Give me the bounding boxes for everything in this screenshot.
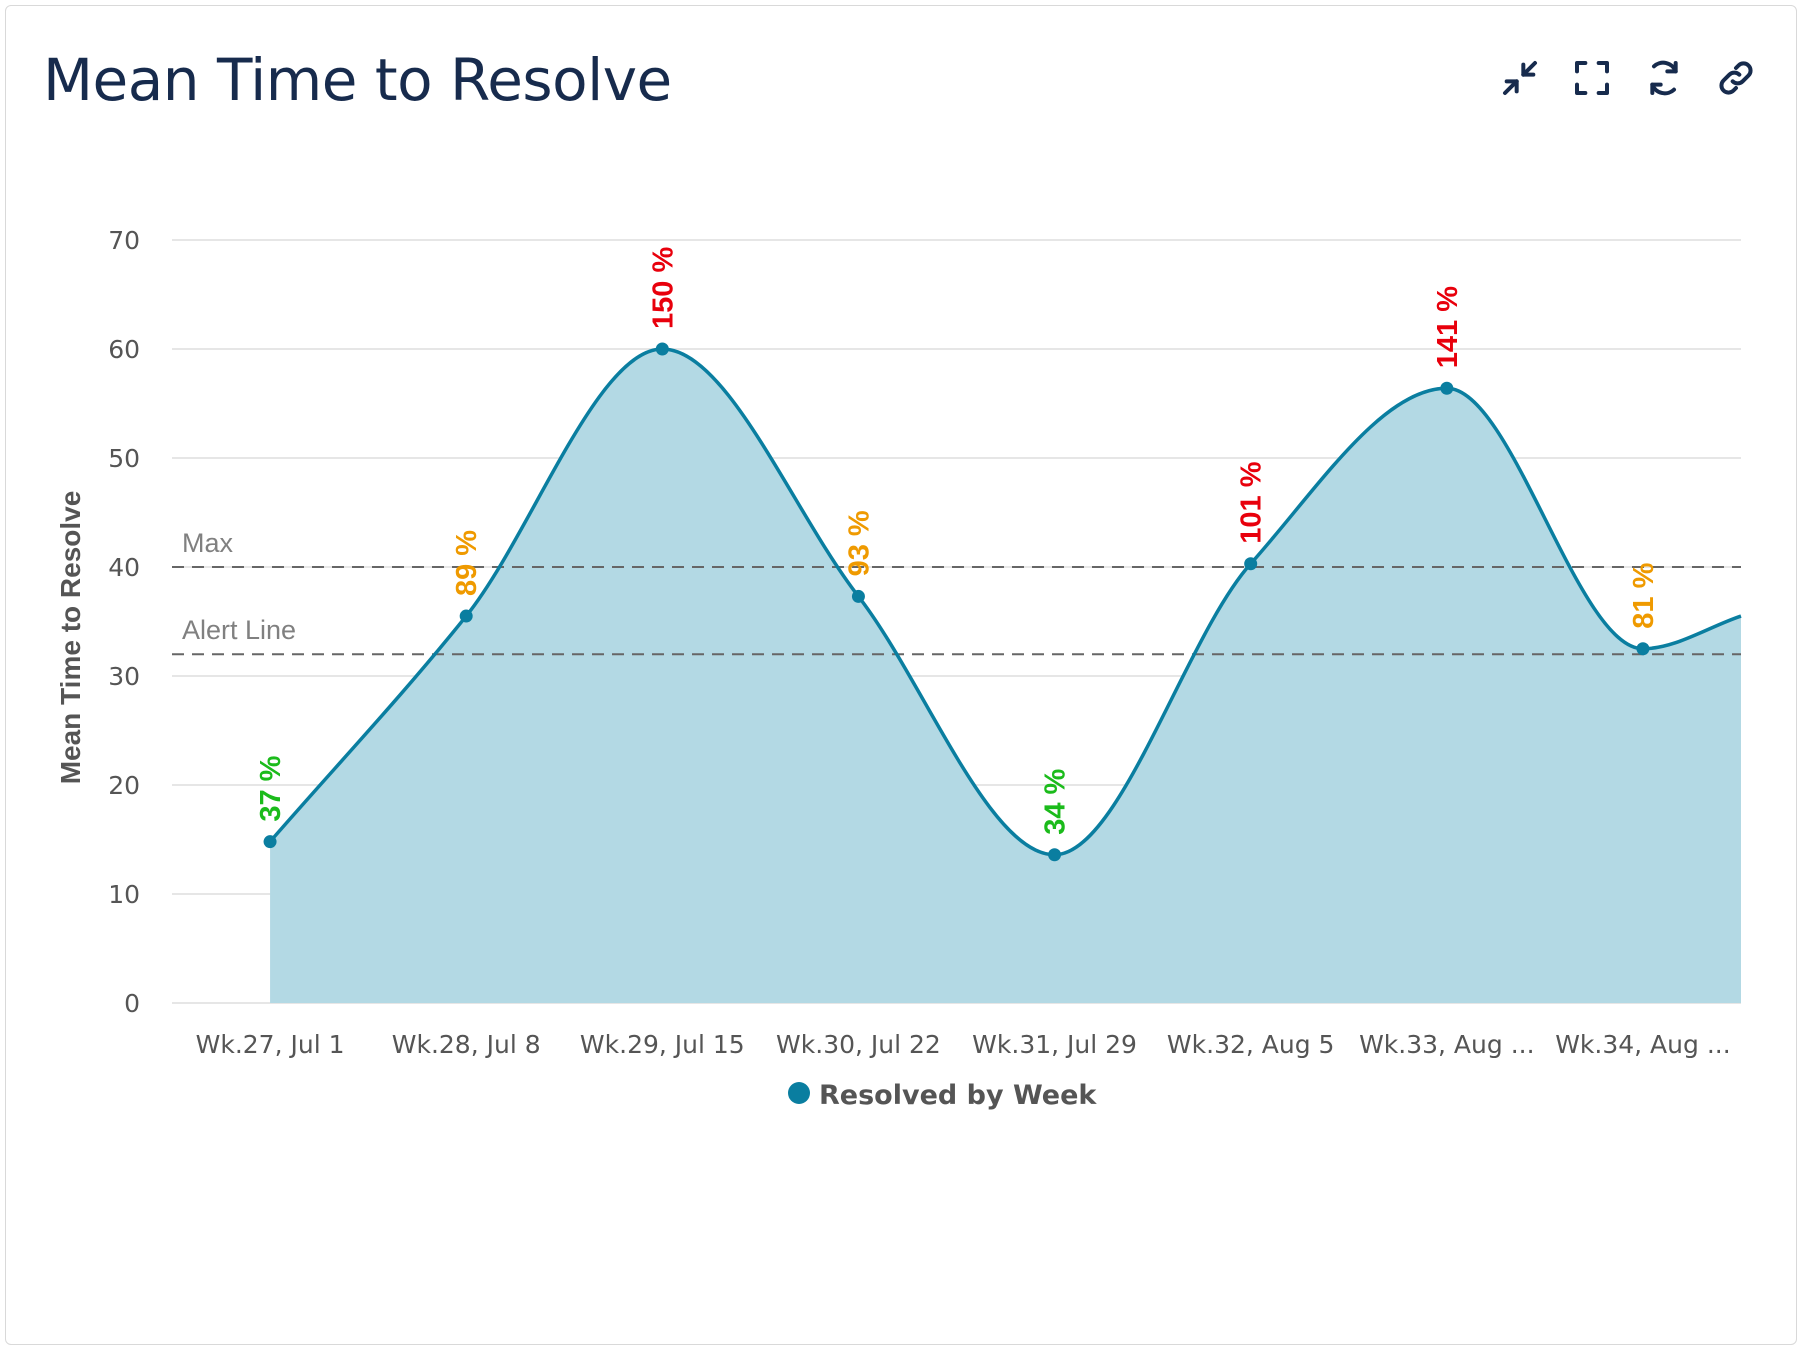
y-axis-title: Mean Time to Resolve: [55, 491, 86, 785]
reference-line-label: Max: [182, 528, 234, 558]
legend-label: Resolved by Week: [819, 1080, 1097, 1111]
data-point: [263, 835, 277, 849]
collapse-icon: [1503, 61, 1537, 95]
series-area: [270, 349, 1741, 1003]
y-tick-label: 10: [108, 880, 140, 909]
link-button[interactable]: [1714, 56, 1758, 100]
x-tick-label: Wk.29, Jul 15: [580, 1030, 745, 1059]
y-tick-label: 50: [108, 444, 140, 473]
data-label: 81 %: [1628, 562, 1660, 628]
data-point: [1636, 642, 1650, 656]
data-point: [1440, 381, 1454, 395]
data-point: [1244, 557, 1258, 571]
toolbar: [1498, 56, 1758, 100]
x-tick-label: Wk.30, Jul 22: [776, 1030, 941, 1059]
y-tick-label: 70: [108, 226, 140, 255]
refresh-button[interactable]: [1642, 56, 1686, 100]
x-tick-label: Wk.34, Aug ...: [1555, 1030, 1730, 1059]
data-point: [655, 342, 669, 356]
y-tick-label: 60: [108, 335, 140, 364]
data-label: 141 %: [1432, 286, 1464, 368]
data-label: 150 %: [647, 247, 679, 329]
reference-line-label: Alert Line: [182, 615, 296, 645]
data-label: 101 %: [1236, 461, 1268, 543]
data-label: 89 %: [451, 530, 483, 596]
data-label: 37 %: [255, 755, 287, 821]
x-tick-label: Wk.31, Jul 29: [972, 1030, 1137, 1059]
refresh-icon: [1650, 60, 1678, 96]
x-tick-label: Wk.32, Aug 5: [1167, 1030, 1335, 1059]
fullscreen-icon: [1575, 61, 1609, 95]
x-tick-label: Wk.28, Jul 8: [392, 1030, 541, 1059]
data-point: [1048, 848, 1062, 862]
data-label: 93 %: [843, 510, 875, 576]
page-title: Mean Time to Resolve: [43, 46, 672, 114]
series-line: [268, 347, 1742, 857]
data-point: [459, 609, 473, 623]
data-label: 34 %: [1040, 768, 1072, 834]
y-tick-label: 40: [108, 553, 140, 582]
y-tick-label: 0: [124, 989, 140, 1018]
collapse-button[interactable]: [1498, 56, 1542, 100]
x-tick-label: Wk.33, Aug ...: [1359, 1030, 1534, 1059]
data-point: [851, 589, 865, 603]
x-tick-label: Wk.27, Jul 1: [196, 1030, 345, 1059]
y-tick-label: 30: [108, 662, 140, 691]
y-tick-label: 20: [108, 771, 140, 800]
legend-marker: [788, 1082, 810, 1104]
fullscreen-button[interactable]: [1570, 56, 1614, 100]
link-icon: [1719, 61, 1753, 95]
